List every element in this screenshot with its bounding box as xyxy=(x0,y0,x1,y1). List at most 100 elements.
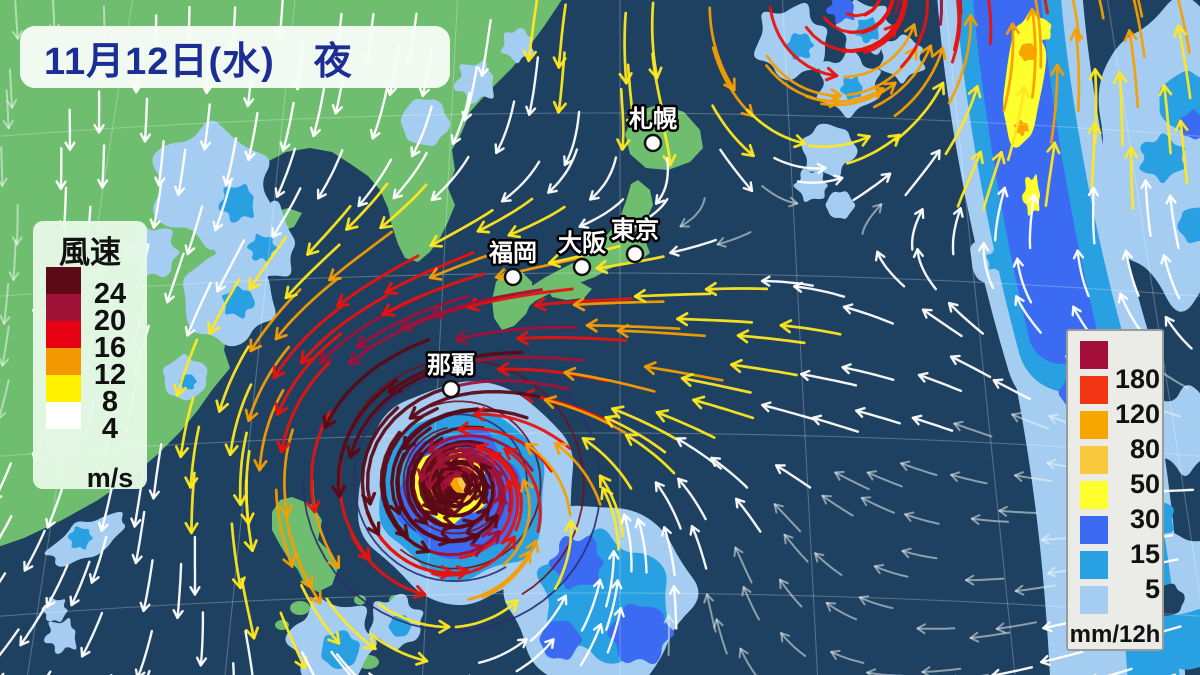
precip-legend-tick: 30 xyxy=(1129,504,1160,534)
wind-arrow-head xyxy=(45,596,56,608)
wind-legend-color-segment xyxy=(46,348,81,375)
wind-arrow xyxy=(1136,0,1144,18)
wind-arrow-head xyxy=(327,555,341,569)
wind-arrow-head xyxy=(679,217,690,228)
wind-arrow-head xyxy=(832,174,844,186)
wind-arrow xyxy=(916,627,956,630)
wind-arrow xyxy=(863,0,908,55)
wind-arrow-head xyxy=(663,614,675,624)
wind-arrow-head xyxy=(633,288,647,304)
wind-arrow-head xyxy=(284,285,298,300)
wind-arrow-head xyxy=(834,470,845,481)
wind-arrow xyxy=(0,379,10,418)
wind-arrow-head xyxy=(811,414,823,426)
wind-arrow-head xyxy=(328,268,342,282)
wind-arrow-head xyxy=(438,531,452,547)
wind-arrow-head xyxy=(662,153,677,167)
wind-arrow-head xyxy=(327,631,341,645)
wind-arrow-head xyxy=(430,190,442,202)
wind-arrow-head xyxy=(357,546,371,561)
wind-arrow-head xyxy=(465,454,479,468)
wind-arrow xyxy=(760,279,814,287)
wind-arrow-head xyxy=(821,494,832,505)
wind-arrow-head xyxy=(447,455,462,471)
wind-arrow-head xyxy=(816,162,827,175)
wind-arrow-head xyxy=(476,477,492,492)
wind-arrow-head xyxy=(2,119,14,130)
wind-arrow-head xyxy=(516,638,528,649)
wind-arrow xyxy=(428,244,516,280)
wind-arrow-head xyxy=(654,194,666,205)
wind-arrow-head xyxy=(11,236,23,246)
wind-arrow xyxy=(715,618,728,655)
wind-arrow-head xyxy=(563,155,574,167)
wind-arrow xyxy=(199,611,205,667)
wind-arrow-head xyxy=(900,460,911,471)
wind-arrow xyxy=(1,325,10,367)
wind-arrow xyxy=(427,434,534,472)
wind-arrow-head xyxy=(1124,146,1139,159)
wind-arrow xyxy=(623,11,628,85)
wind-arrow-head xyxy=(19,635,30,647)
wind-arrow-head xyxy=(950,471,961,482)
wind-arrow xyxy=(899,0,929,69)
wind-arrow xyxy=(461,355,585,365)
wind-arrow-head xyxy=(533,297,547,312)
wind-arrow-head xyxy=(947,301,959,313)
wind-arrow-head xyxy=(11,30,23,40)
wind-arrow-head xyxy=(921,308,933,319)
wind-arrow xyxy=(45,564,69,608)
rain-band xyxy=(973,0,1096,364)
wind-arrow xyxy=(281,101,295,152)
wind-arrow-head xyxy=(912,248,924,259)
wind-arrow xyxy=(861,203,883,235)
wind-arrow xyxy=(585,324,681,331)
wind-arrow xyxy=(982,241,995,290)
wind-arrow xyxy=(773,156,827,170)
wind-arrow xyxy=(677,477,707,521)
wind-arrow xyxy=(916,248,937,291)
wind-arrow xyxy=(1015,295,1042,334)
wind-arrow xyxy=(3,283,10,325)
wind-arrow xyxy=(429,208,494,248)
wind-arrow-head xyxy=(1069,28,1084,41)
wind-arrow xyxy=(1098,0,1105,20)
wind-arrow xyxy=(855,409,901,425)
landmass xyxy=(272,497,338,592)
wind-arrow xyxy=(947,301,985,335)
wind-arrow-head xyxy=(970,150,984,165)
wind-arrow xyxy=(563,371,656,393)
wind-arrow xyxy=(901,549,938,560)
wind-arrow xyxy=(953,422,993,438)
wind-arrow-head xyxy=(422,496,436,511)
wind-arrow-head xyxy=(1014,295,1025,307)
wind-arrow xyxy=(355,294,471,349)
wind-arrow-head xyxy=(503,447,518,461)
wind-arrow xyxy=(553,519,573,591)
wind-arrow-head xyxy=(689,525,701,536)
wind-arrow-head xyxy=(346,444,361,459)
rain-area xyxy=(826,0,855,24)
wind-arrow-head xyxy=(969,631,980,643)
wind-arrow-head xyxy=(222,175,234,186)
rain-area xyxy=(539,620,583,660)
wind-arrow-head xyxy=(572,297,586,312)
wind-arrow-head xyxy=(800,369,811,381)
wind-arrow-head xyxy=(427,439,442,454)
wind-arrow xyxy=(101,144,106,189)
wind-arrow xyxy=(1176,0,1191,54)
wind-arrow-head xyxy=(742,181,754,193)
precip-legend-color-square xyxy=(1080,586,1108,614)
wind-arrow-head xyxy=(316,188,327,200)
wind-arrow xyxy=(1049,63,1059,144)
wind-arrow xyxy=(783,533,809,563)
wind-arrow-head xyxy=(1165,194,1177,205)
wind-arrow xyxy=(0,628,20,657)
wind-arrow-head xyxy=(475,442,490,457)
wind-arrow xyxy=(1132,0,1146,58)
wind-arrow xyxy=(80,611,104,658)
wind-arrow xyxy=(357,158,393,208)
wind-arrow xyxy=(1144,179,1152,237)
wind-arrow xyxy=(247,345,291,423)
wind-arrow-head xyxy=(184,521,199,535)
